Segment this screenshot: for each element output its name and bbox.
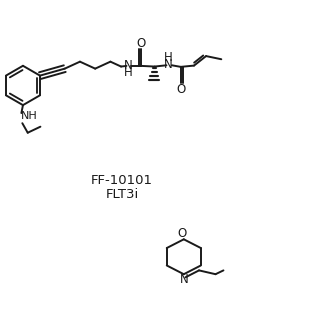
Text: O: O [178, 227, 187, 240]
Text: FLT3i: FLT3i [105, 188, 139, 201]
Text: O: O [137, 37, 146, 50]
Text: NH: NH [20, 111, 37, 121]
Text: O: O [176, 83, 185, 96]
Text: N: N [124, 59, 132, 72]
Text: N: N [180, 273, 188, 286]
Text: N: N [164, 58, 173, 71]
Text: H: H [164, 52, 173, 65]
Text: H: H [124, 66, 132, 79]
Text: FF-10101: FF-10101 [91, 174, 153, 187]
